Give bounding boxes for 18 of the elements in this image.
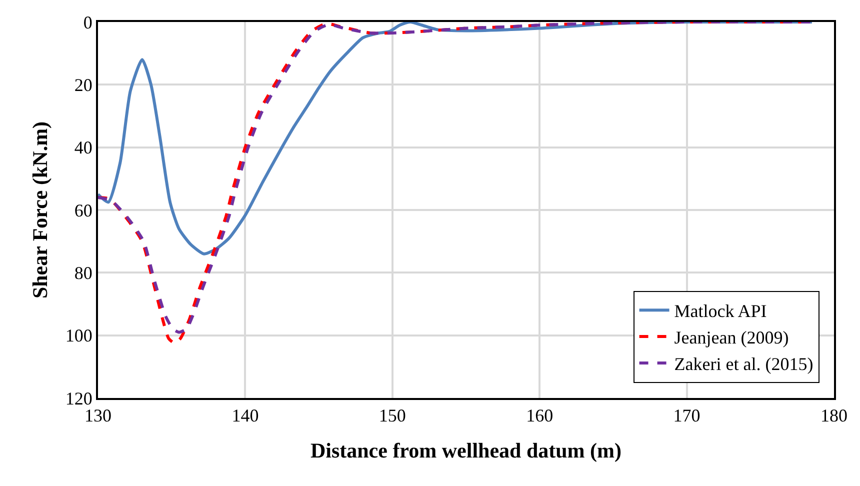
legend-label: Matlock API — [674, 301, 767, 322]
legend-label: Zakeri et al. (2015) — [674, 354, 814, 374]
y-tick-label: 60 — [74, 200, 92, 220]
x-axis-title: Distance from wellhead datum (m) — [310, 438, 622, 462]
y-tick-label: 120 — [65, 388, 92, 408]
y-tick-label: 80 — [74, 262, 92, 283]
x-tick-label: 140 — [232, 406, 259, 426]
y-axis-title: Shear Force (kN.m) — [28, 121, 52, 299]
y-tick-label: 0 — [83, 12, 92, 32]
x-tick-label: 160 — [526, 406, 554, 426]
y-tick-label: 20 — [74, 74, 92, 95]
y-tick-label: 40 — [74, 138, 92, 158]
y-tick-label: 100 — [65, 326, 92, 346]
legend-label: Jeanjean (2009) — [674, 328, 789, 348]
x-tick-label: 130 — [84, 406, 112, 426]
x-tick-label: 150 — [378, 406, 406, 426]
x-tick-label: 180 — [820, 406, 848, 426]
x-tick-label: 170 — [673, 406, 700, 426]
